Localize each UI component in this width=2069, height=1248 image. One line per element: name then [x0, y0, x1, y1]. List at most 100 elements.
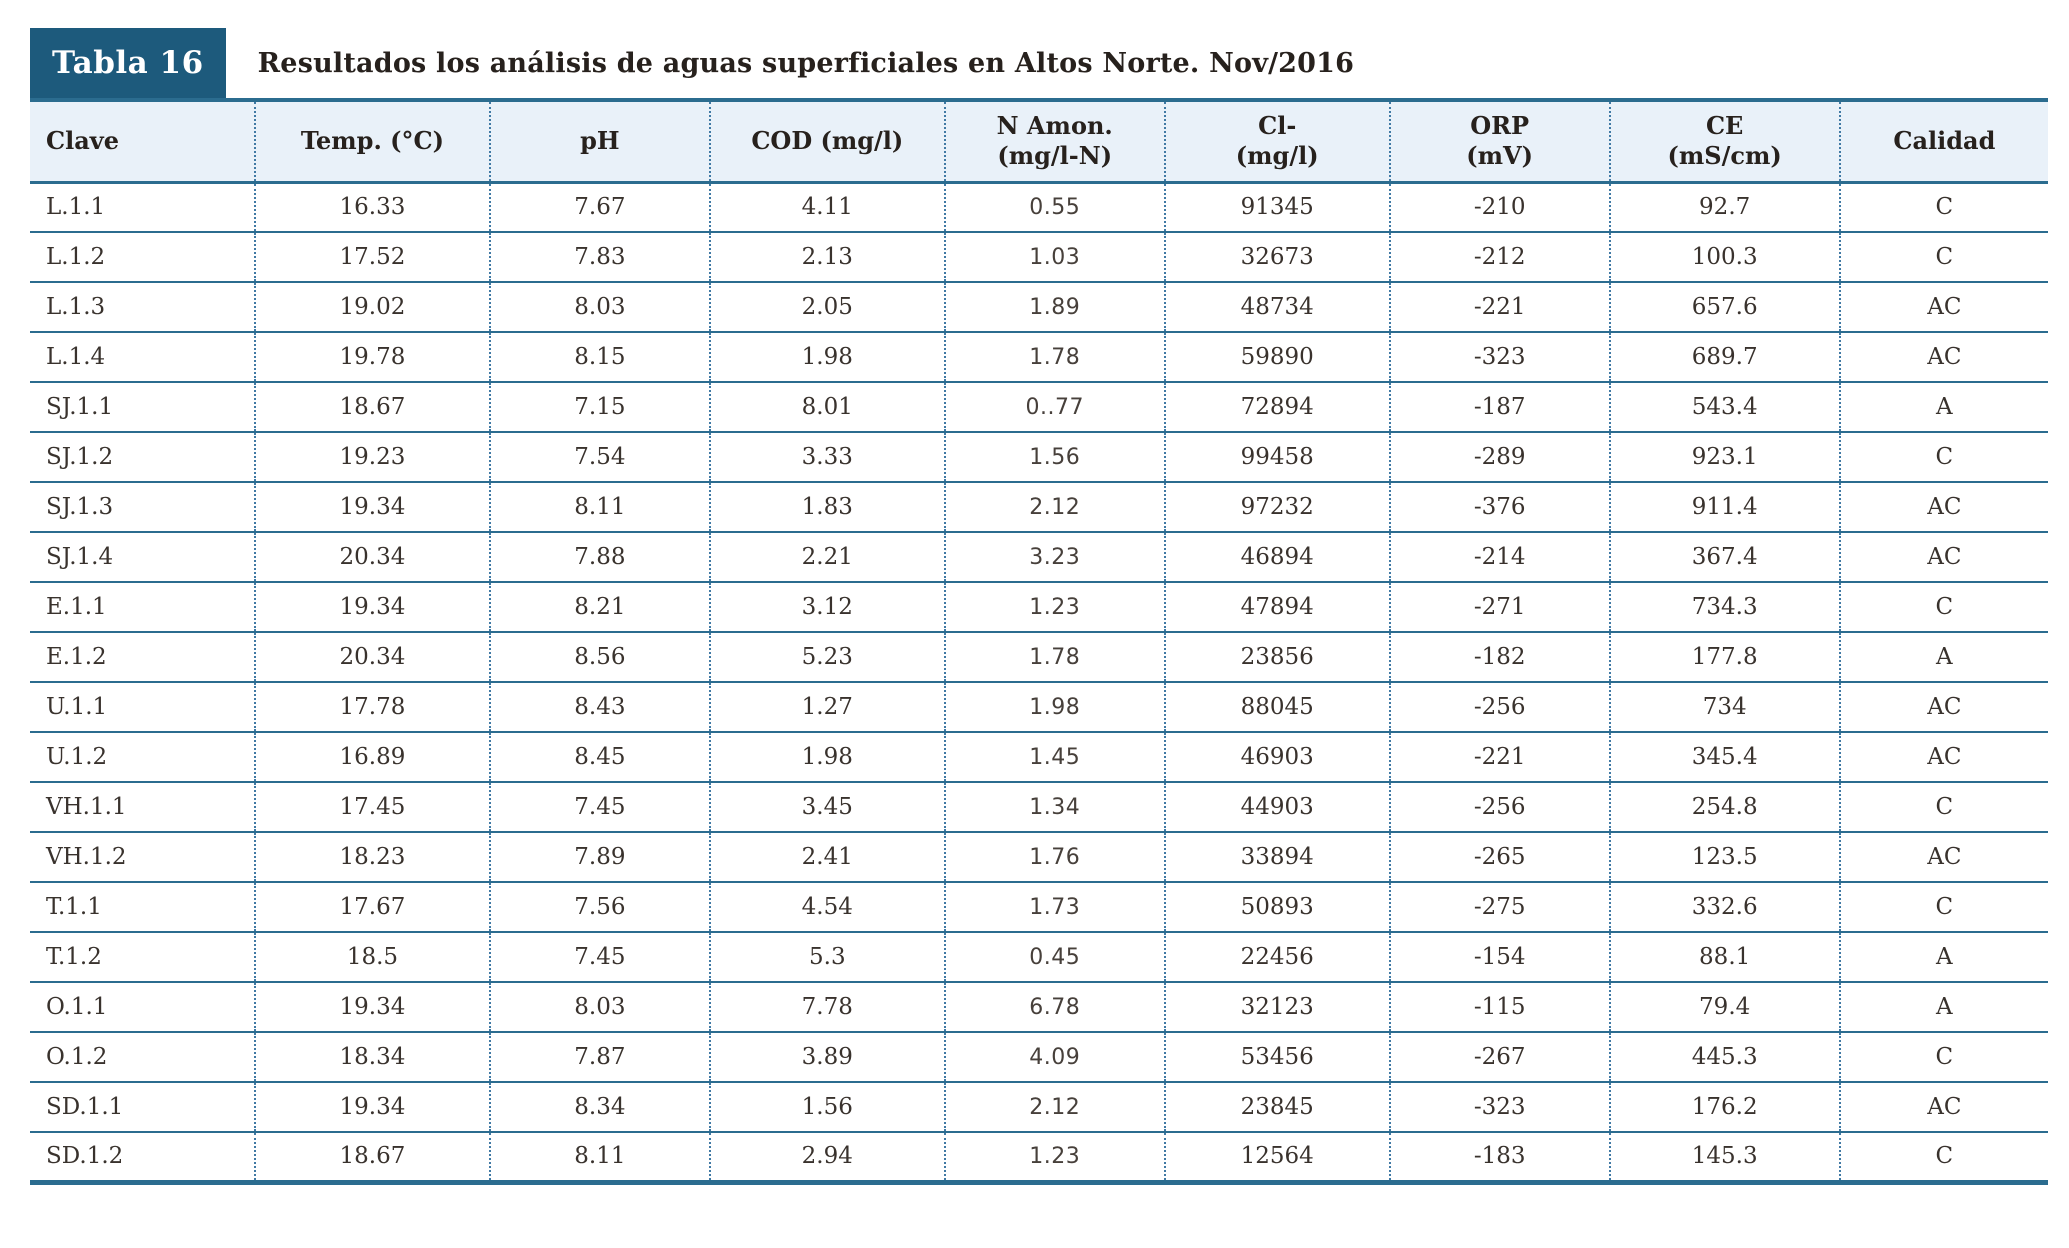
- cell-ph: 7.56: [488, 882, 710, 932]
- cell-orp: -376: [1388, 482, 1610, 532]
- cell-cl: 46894: [1163, 532, 1390, 582]
- cell-clave: T.1.1: [46, 894, 102, 920]
- cell-calidad: C: [1838, 782, 2048, 832]
- cell-ph: 8.21: [488, 582, 710, 632]
- cell-n_amon: 1.23: [943, 582, 1165, 632]
- column-header-cl: Cl- (mg/l): [1163, 100, 1390, 182]
- cell-cl: 72894: [1163, 382, 1390, 432]
- cell-calidad: AC: [1838, 482, 2048, 532]
- cell-ph: 8.03: [488, 282, 710, 332]
- cell-clave: L.1.2: [46, 244, 106, 270]
- column-header-clave: Clave: [46, 126, 119, 156]
- cell-cod: 4.11: [708, 182, 945, 232]
- cell-cl: 88045: [1163, 682, 1390, 732]
- cell-ph: 8.56: [488, 632, 710, 682]
- cell-temp: 18.67: [254, 382, 490, 432]
- cell-ce: 100.3: [1608, 232, 1840, 282]
- cell-calidad: AC: [1838, 282, 2048, 332]
- cell-ce: 79.4: [1608, 982, 1840, 1032]
- cell-ce: 543.4: [1608, 382, 1840, 432]
- table-caption: Tabla 16 Resultados los análisis de agua…: [30, 28, 2048, 98]
- cell-cl: 12564: [1163, 1132, 1390, 1182]
- cell-cl: 59890: [1163, 332, 1390, 382]
- cell-cod: 2.13: [708, 232, 945, 282]
- cell-cod: 5.3: [708, 932, 945, 982]
- cell-cod: 2.41: [708, 832, 945, 882]
- cell-orp: -271: [1388, 582, 1610, 632]
- cell-cl: 53456: [1163, 1032, 1390, 1082]
- cell-ce: 734: [1608, 682, 1840, 732]
- cell-ce: 92.7: [1608, 182, 1840, 232]
- table-number-badge: Tabla 16: [30, 28, 226, 98]
- cell-calidad: C: [1838, 1032, 2048, 1082]
- cell-ph: 7.88: [488, 532, 710, 582]
- table-row: L.1.2 17.52 7.83 2.13 1.03 32673 -212 100.3 C: [30, 232, 2048, 282]
- cell-clave: SJ.1.2: [46, 444, 114, 470]
- column-header-calidad: Calidad: [1838, 100, 2048, 182]
- cell-ph: 7.45: [488, 782, 710, 832]
- cell-ph: 8.45: [488, 732, 710, 782]
- cell-temp: 18.23: [254, 832, 490, 882]
- cell-cl: 44903: [1163, 782, 1390, 832]
- cell-n_amon: 6.78: [943, 982, 1165, 1032]
- cell-n_amon: 1.78: [943, 632, 1165, 682]
- cell-clave: SD.1.1: [46, 1094, 124, 1120]
- cell-ph: 7.54: [488, 432, 710, 482]
- cell-orp: -154: [1388, 932, 1610, 982]
- cell-n_amon: 1.23: [943, 1132, 1165, 1182]
- cell-ce: 145.3: [1608, 1132, 1840, 1182]
- cell-ph: 8.15: [488, 332, 710, 382]
- cell-calidad: AC: [1838, 532, 2048, 582]
- cell-ce: 445.3: [1608, 1032, 1840, 1082]
- cell-orp: -183: [1388, 1132, 1610, 1182]
- cell-cl: 32673: [1163, 232, 1390, 282]
- cell-cl: 22456: [1163, 932, 1390, 982]
- cell-temp: 20.34: [254, 632, 490, 682]
- cell-n_amon: 4.09: [943, 1032, 1165, 1082]
- cell-ce: 332.6: [1608, 882, 1840, 932]
- cell-clave: VH.1.2: [46, 844, 127, 870]
- cell-n_amon: 1.98: [943, 682, 1165, 732]
- cell-ph: 8.34: [488, 1082, 710, 1132]
- table-row: L.1.3 19.02 8.03 2.05 1.89 48734 -221 657.6 AC: [30, 282, 2048, 332]
- cell-cl: 47894: [1163, 582, 1390, 632]
- cell-cod: 3.33: [708, 432, 945, 482]
- cell-calidad: C: [1838, 432, 2048, 482]
- cell-temp: 16.33: [254, 182, 490, 232]
- cell-clave: U.1.2: [46, 744, 108, 770]
- table-row: O.1.2 18.34 7.87 3.89 4.09 53456 -267 445.3 C: [30, 1032, 2048, 1082]
- cell-calidad: A: [1838, 382, 2048, 432]
- table-row: T.1.1 17.67 7.56 4.54 1.73 50893 -275 332.6 C: [30, 882, 2048, 932]
- column-header-n_amon: N Amon. (mg/l-N): [943, 100, 1165, 182]
- table-row: VH.1.2 18.23 7.89 2.41 1.76 33894 -265 123.5 AC: [30, 832, 2048, 882]
- table-header: Clave Temp. (°C) pH COD (mg/l) N Amon. (mg/l…: [30, 100, 2048, 182]
- cell-n_amon: 1.89: [943, 282, 1165, 332]
- cell-n_amon: 0..77: [943, 382, 1165, 432]
- cell-cl: 50893: [1163, 882, 1390, 932]
- cell-orp: -275: [1388, 882, 1610, 932]
- table-row: U.1.2 16.89 8.45 1.98 1.45 46903 -221 345.4 AC: [30, 732, 2048, 782]
- cell-n_amon: 1.76: [943, 832, 1165, 882]
- column-header-orp: ORP (mV): [1388, 100, 1610, 182]
- cell-ph: 8.11: [488, 482, 710, 532]
- cell-ce: 177.8: [1608, 632, 1840, 682]
- cell-clave: L.1.4: [46, 344, 106, 370]
- table-row: SJ.1.2 19.23 7.54 3.33 1.56 99458 -289 923.1 C: [30, 432, 2048, 482]
- cell-orp: -187: [1388, 382, 1610, 432]
- table-title: Resultados los análisis de aguas superfi…: [257, 47, 1355, 79]
- cell-cod: 2.21: [708, 532, 945, 582]
- cell-clave: O.1.2: [46, 1044, 108, 1070]
- cell-n_amon: 1.56: [943, 432, 1165, 482]
- cell-ph: 7.67: [488, 182, 710, 232]
- cell-temp: 19.34: [254, 1082, 490, 1132]
- table-row: SJ.1.1 18.67 7.15 8.01 0..77 72894 -187 543.4 A: [30, 382, 2048, 432]
- cell-temp: 17.52: [254, 232, 490, 282]
- cell-ce: 88.1: [1608, 932, 1840, 982]
- cell-ph: 8.11: [488, 1132, 710, 1182]
- cell-clave: L.1.3: [46, 294, 106, 320]
- cell-ph: 7.45: [488, 932, 710, 982]
- cell-orp: -323: [1388, 1082, 1610, 1132]
- cell-ph: 7.89: [488, 832, 710, 882]
- cell-ce: 345.4: [1608, 732, 1840, 782]
- cell-temp: 18.5: [254, 932, 490, 982]
